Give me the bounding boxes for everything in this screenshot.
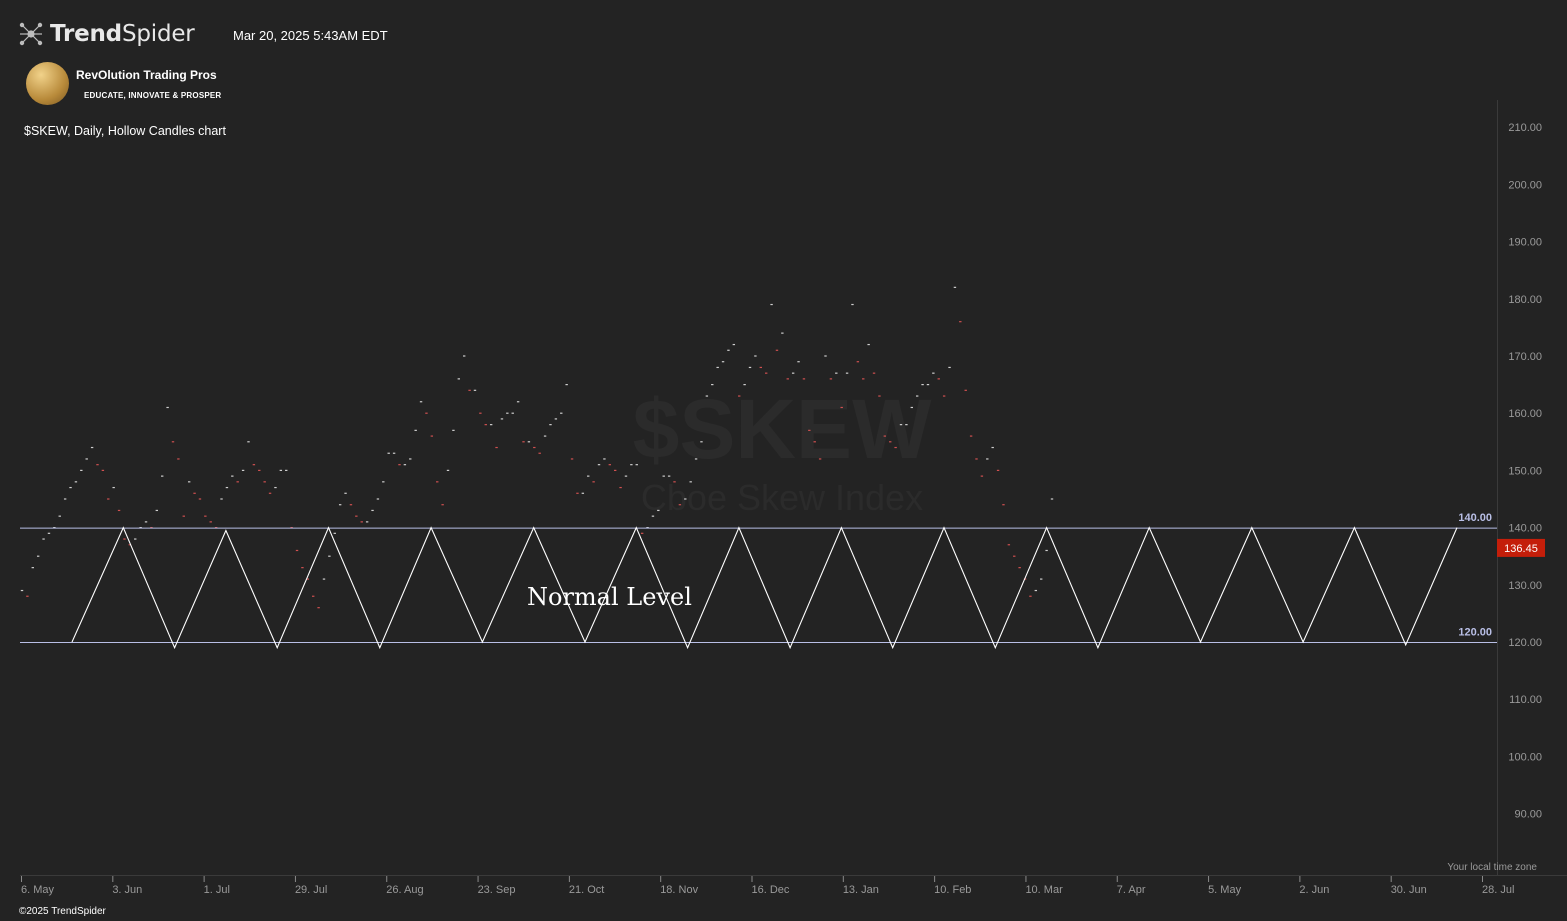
y-tick-label: 210.00: [1508, 122, 1542, 134]
x-tick-label: 28. Jul: [1482, 884, 1514, 896]
copyright: ©2025 TrendSpider: [19, 906, 106, 917]
x-tick-label: 2. Jun: [1299, 884, 1329, 896]
x-tick-label: 18. Nov: [660, 884, 698, 896]
brand-name: TrendSpider: [50, 21, 195, 47]
x-tick-label: 13. Jan: [843, 884, 879, 896]
y-tick-label: 120.00: [1508, 637, 1542, 649]
y-tick-label: 110.00: [1509, 694, 1542, 706]
chart-title: $SKEW, Daily, Hollow Candles chart: [24, 124, 226, 138]
watermark-symbol: $SKEW: [633, 382, 932, 476]
x-tick-label: 7. Apr: [1117, 884, 1146, 896]
y-tick-label: 200.00: [1508, 179, 1542, 191]
trendspider-logo: TrendSpider: [18, 21, 195, 47]
y-tick-label: 130.00: [1508, 580, 1542, 592]
x-tick-label: 6. May: [21, 884, 55, 896]
x-tick-label: 29. Jul: [295, 884, 327, 896]
spider-icon: [19, 22, 43, 46]
normal-level-annotation: Normal Level: [527, 583, 692, 611]
x-tick-label: 5. May: [1208, 884, 1242, 896]
x-tick-label: 10. Feb: [934, 884, 971, 896]
x-tick-label: 30. Jun: [1391, 884, 1427, 896]
sponsor-emblem-icon: [26, 62, 69, 105]
y-tick-label: 100.00: [1508, 751, 1542, 763]
y-tick-label: 170.00: [1508, 351, 1542, 363]
last-price-label: 136.45: [1504, 543, 1538, 555]
x-tick-label: 1. Jul: [204, 884, 230, 896]
x-tick-label: 23. Sep: [478, 884, 516, 896]
y-tick-label: 160.00: [1508, 408, 1542, 420]
level-label: 140.00: [1458, 512, 1492, 524]
sponsor-logo: RevOlution Trading Pros EDUCATE, INNOVAT…: [26, 62, 221, 105]
zigzag-line: [71, 526, 1458, 650]
chart-timestamp: Mar 20, 2025 5:43AM EDT: [233, 28, 388, 43]
x-tick-label: 26. Aug: [386, 884, 423, 896]
sponsor-tagline: EDUCATE, INNOVATE & PROSPER: [84, 90, 222, 100]
timezone-note: Your local time zone: [1447, 862, 1537, 873]
y-tick-label: 180.00: [1508, 294, 1542, 306]
level-label: 120.00: [1458, 627, 1492, 639]
sponsor-name: RevOlution Trading Pros: [76, 67, 217, 82]
last-price-badge: [1497, 538, 1545, 557]
y-tick-label: 150.00: [1508, 465, 1542, 477]
x-tick-label: 3. Jun: [112, 884, 142, 896]
y-tick-label: 90.00: [1514, 809, 1542, 821]
x-tick-label: 10. Mar: [1025, 884, 1063, 896]
y-tick-label: 190.00: [1508, 237, 1542, 249]
watermark-name: Cboe Skew Index: [641, 477, 923, 518]
x-tick-label: 21. Oct: [569, 884, 604, 896]
x-tick-label: 16. Dec: [752, 884, 790, 896]
y-tick-label: 140.00: [1508, 523, 1542, 535]
